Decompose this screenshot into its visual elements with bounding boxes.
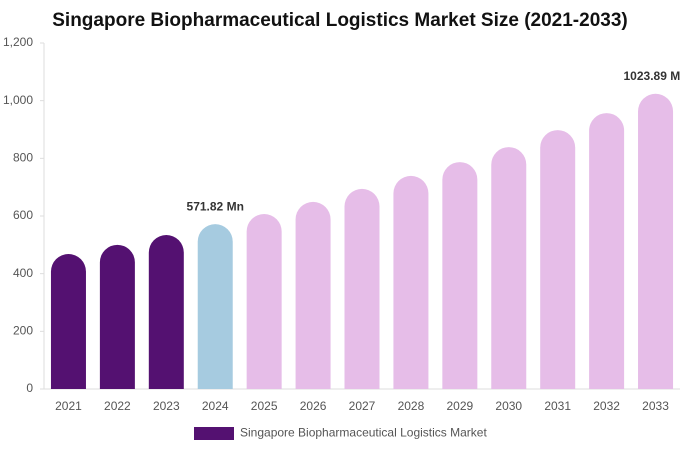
bar xyxy=(638,93,674,389)
bar xyxy=(99,244,135,389)
bar xyxy=(148,235,184,389)
data-label: 1023.89 Mn xyxy=(624,69,680,83)
y-tick-label: 1,200 xyxy=(3,35,33,49)
y-tick-label: 600 xyxy=(13,208,33,222)
y-tick-label: 1,000 xyxy=(3,93,33,107)
x-tick-label: 2021 xyxy=(55,399,82,413)
x-tick-label: 2029 xyxy=(446,399,473,413)
bar xyxy=(295,201,331,389)
bar xyxy=(442,162,478,389)
bar xyxy=(246,213,282,389)
chart-title: Singapore Biopharmaceutical Logistics Ma… xyxy=(52,10,627,31)
bar xyxy=(589,113,625,389)
x-tick-label: 2023 xyxy=(153,399,180,413)
y-tick-label: 200 xyxy=(13,324,33,338)
y-tick-label: 400 xyxy=(13,266,33,280)
x-tick-label: 2031 xyxy=(544,399,571,413)
x-tick-label: 2026 xyxy=(300,399,327,413)
data-label: 571.82 Mn xyxy=(187,199,244,213)
x-tick-label: 2030 xyxy=(495,399,522,413)
y-tick-label: 0 xyxy=(26,381,33,395)
y-tick-label: 800 xyxy=(13,151,33,165)
bar xyxy=(197,224,233,389)
bar xyxy=(540,130,576,389)
x-tick-label: 2025 xyxy=(251,399,278,413)
x-tick-label: 2028 xyxy=(398,399,425,413)
legend-label: Singapore Biopharmaceutical Logistics Ma… xyxy=(240,426,487,440)
bar xyxy=(50,254,86,389)
x-tick-label: 2027 xyxy=(349,399,376,413)
legend-swatch xyxy=(194,427,234,440)
x-tick-label: 2022 xyxy=(104,399,131,413)
x-tick-label: 2032 xyxy=(593,399,620,413)
bar xyxy=(344,188,380,389)
x-tick-label: 2033 xyxy=(642,399,669,413)
x-tick-label: 2024 xyxy=(202,399,229,413)
bar xyxy=(491,147,527,389)
bar xyxy=(393,175,429,389)
